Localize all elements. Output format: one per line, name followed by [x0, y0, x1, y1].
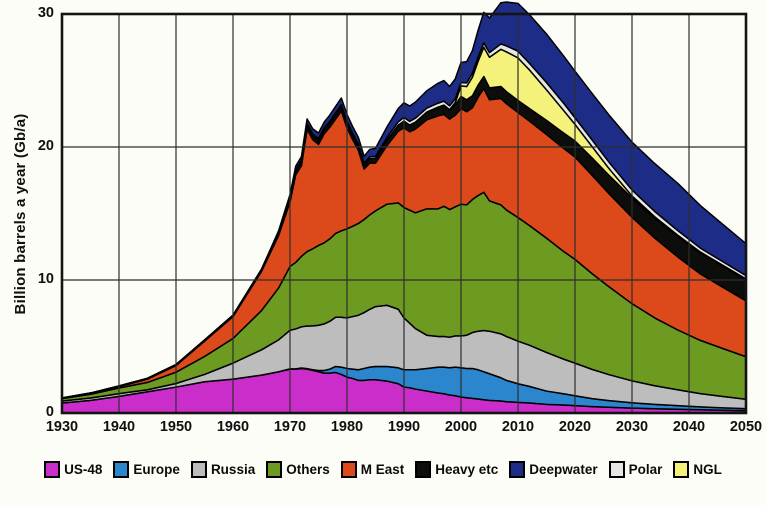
x-tick-label: 1930 [45, 419, 79, 435]
legend-label: Europe [133, 462, 180, 477]
x-tick-label: 2040 [672, 419, 706, 435]
legend-swatch-icon [113, 461, 130, 478]
legend-label: Polar [628, 462, 663, 477]
legend-label: NGL [693, 462, 722, 477]
y-tick-label: 30 [37, 5, 54, 21]
legend-swatch-icon [266, 461, 283, 478]
x-tick-label: 1940 [102, 419, 136, 435]
y-tick-label: 0 [45, 404, 54, 420]
x-tick-label: 2000 [444, 419, 478, 435]
x-tick-label: 1970 [273, 419, 307, 435]
x-tick-label: 2010 [501, 419, 535, 435]
x-tick-label: 1960 [216, 419, 250, 435]
legend-swatch-icon [44, 461, 61, 478]
legend-label: M East [360, 462, 405, 477]
legend-label: Deepwater [529, 462, 598, 477]
legend-item-heavy-etc: Heavy etc [415, 461, 498, 478]
legend-item-m-east: M East [340, 461, 405, 478]
stacked-area-plot [60, 1, 748, 415]
legend-label: Russia [210, 462, 256, 477]
plot-frame [60, 12, 748, 415]
legend-swatch-icon [608, 461, 625, 478]
legend-item-polar: Polar [608, 461, 663, 478]
legend-item-russia: Russia [190, 461, 256, 478]
legend-swatch-icon [509, 461, 526, 478]
legend-swatch-icon [415, 461, 432, 478]
x-tick-label: 2020 [558, 419, 592, 435]
legend-label: Others [286, 462, 330, 477]
legend-item-ngl: NGL [673, 461, 722, 478]
x-tick-label: 1950 [159, 419, 193, 435]
legend-item-europe: Europe [113, 461, 180, 478]
y-tick-label: 20 [37, 138, 54, 154]
x-tick-label: 2050 [729, 419, 763, 435]
x-tick-label: 2030 [615, 419, 649, 435]
y-axis-title: Billion barrels a year (Gb/a) [12, 113, 29, 315]
legend-swatch-icon [340, 461, 357, 478]
legend: US-48 Europe Russia Others M East Heavy etc De… [0, 461, 766, 478]
legend-swatch-icon [673, 461, 690, 478]
legend-swatch-icon [190, 461, 207, 478]
legend-item-deepwater: Deepwater [509, 461, 598, 478]
legend-item-others: Others [266, 461, 330, 478]
legend-item-us-48: US-48 [44, 461, 102, 478]
x-tick-label: 1980 [330, 419, 364, 435]
legend-label: Heavy etc [435, 462, 499, 477]
legend-label: US-48 [64, 462, 103, 477]
y-tick-label: 10 [37, 271, 54, 287]
x-tick-label: 1990 [387, 419, 421, 435]
